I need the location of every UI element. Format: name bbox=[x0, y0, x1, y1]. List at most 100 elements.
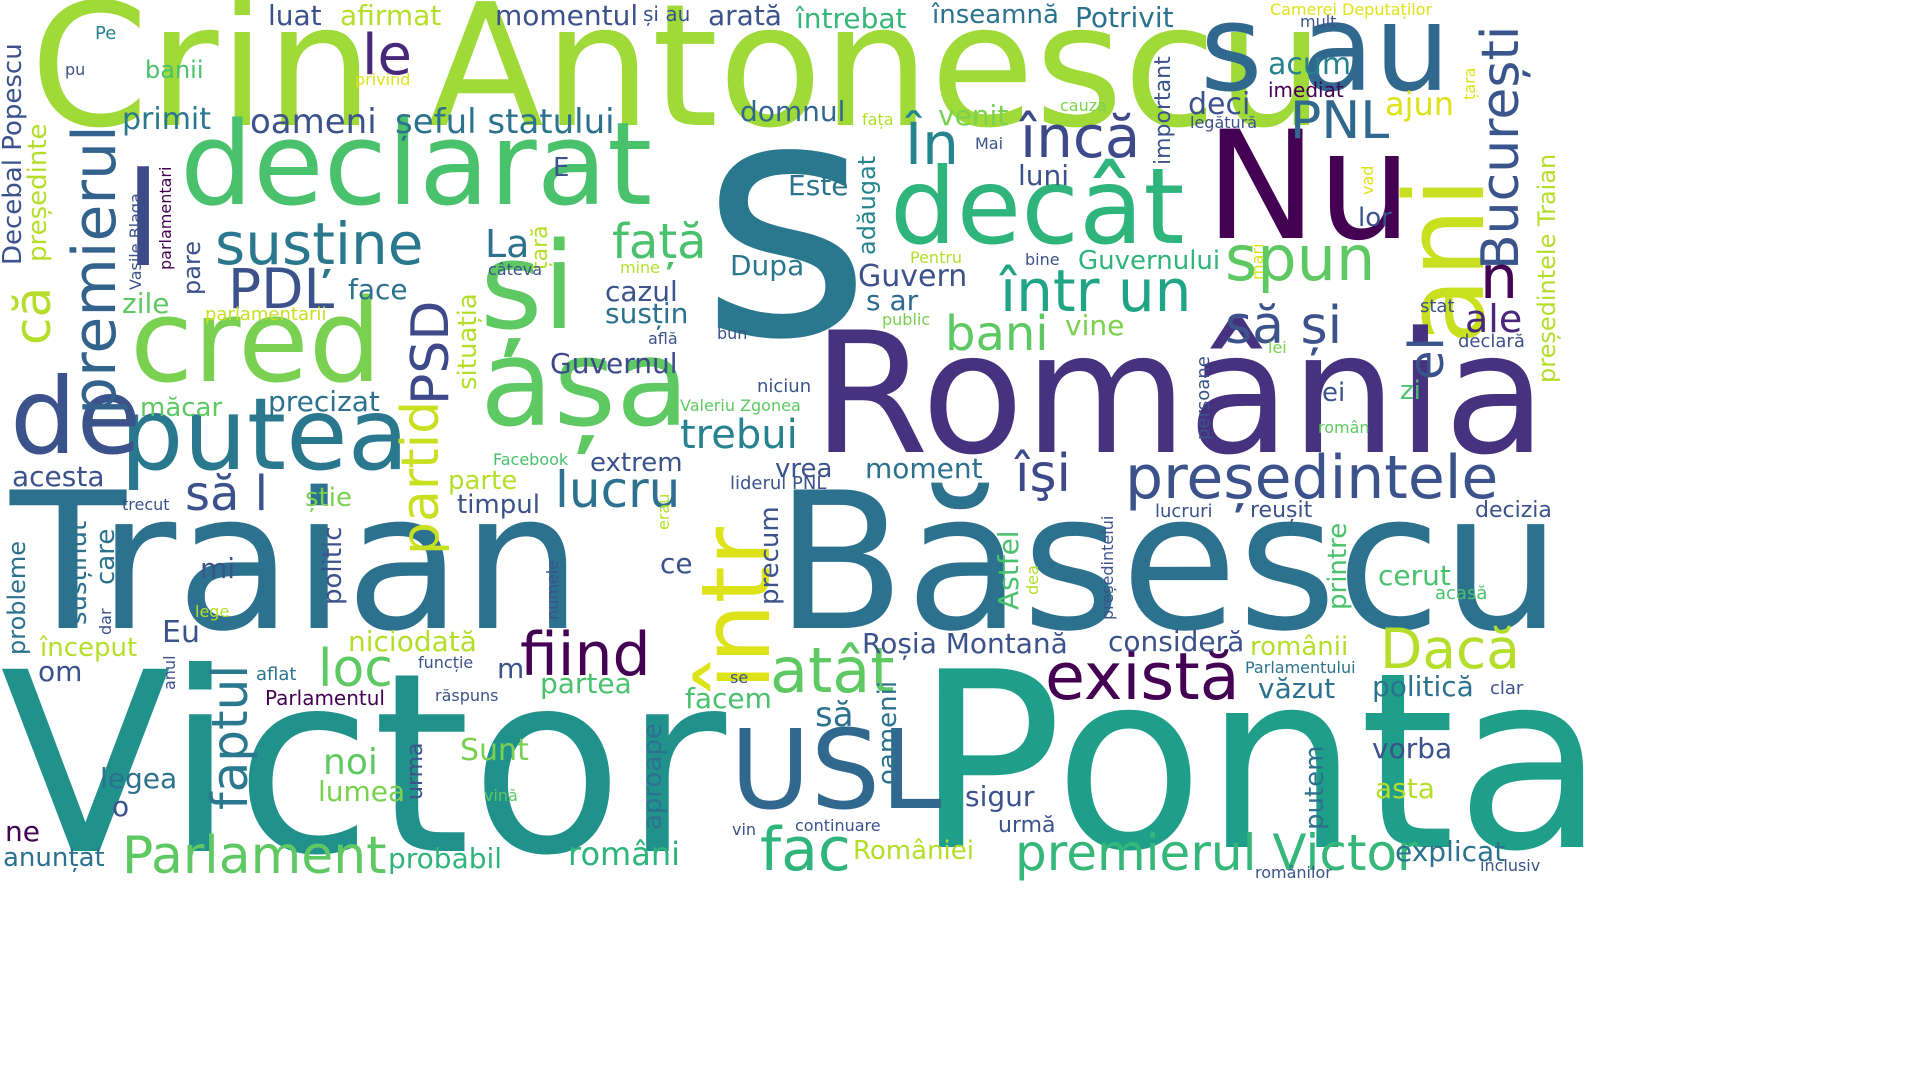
word-vasile-blaga: Vasile Blaga bbox=[126, 193, 145, 290]
word-lor: lor bbox=[1358, 203, 1392, 233]
word-in: În bbox=[905, 110, 959, 178]
word-probabil: probabil bbox=[388, 842, 503, 875]
word-declara: declară bbox=[1458, 331, 1525, 352]
word-sustinut: susținut bbox=[63, 520, 93, 625]
word-oameni: oameni bbox=[250, 102, 377, 142]
word-stie: știe bbox=[305, 483, 352, 513]
word-parlamentari: parlamentari bbox=[156, 166, 175, 270]
word-pu: pu bbox=[65, 60, 86, 79]
word-fac: fac bbox=[760, 815, 851, 885]
word-aflat: aflat bbox=[256, 664, 297, 685]
word-mari: mari bbox=[1248, 243, 1267, 280]
word-putem: putem bbox=[1300, 745, 1330, 831]
word-ajun: ajun bbox=[1385, 85, 1455, 123]
word-sa-si: să și bbox=[1225, 296, 1343, 356]
word-cauza: cauza bbox=[1060, 96, 1107, 115]
word-dar: dar bbox=[96, 608, 115, 635]
word-reusit: reușit bbox=[1250, 498, 1313, 523]
word-l: l bbox=[125, 144, 162, 296]
word-parlamentului: Parlamentului bbox=[1245, 658, 1356, 677]
word-pentru: Pentru bbox=[910, 248, 963, 267]
word-decizia: decizia bbox=[1475, 498, 1552, 523]
word-tara-top: țara bbox=[1460, 67, 1479, 100]
word-niciodata: niciodată bbox=[348, 625, 477, 658]
word-romanilor: românilor bbox=[1255, 863, 1332, 882]
word-pare: pare bbox=[178, 240, 206, 295]
word-guvern: Guvern bbox=[858, 259, 968, 294]
word-s: s bbox=[700, 28, 872, 412]
word-lucruri: lucruri bbox=[1155, 501, 1213, 522]
word-liderul-pnl: liderul PNL bbox=[730, 473, 827, 494]
word-continuare: continuare bbox=[795, 816, 881, 835]
word-inclusiv: inclusiv bbox=[1480, 856, 1541, 875]
word-macar: măcar bbox=[140, 393, 223, 423]
word-raspuns: răspuns bbox=[435, 686, 499, 705]
word-anul: anul bbox=[160, 655, 179, 690]
word-si: și bbox=[480, 218, 576, 357]
word-arata: arată bbox=[708, 0, 782, 32]
word-venit: venit bbox=[938, 99, 1009, 132]
word-o: o bbox=[112, 790, 130, 823]
word-face: face bbox=[348, 273, 408, 306]
word-niciun: niciun bbox=[757, 376, 812, 397]
word-putea: putea bbox=[120, 376, 409, 493]
word-guvernului: Guvernului bbox=[1078, 246, 1221, 276]
word-pe: Pe bbox=[95, 23, 117, 44]
word-explicat: explicat bbox=[1395, 835, 1506, 868]
word-traian: Traian bbox=[10, 452, 583, 673]
word-asta: asta bbox=[1375, 772, 1435, 805]
word-lucru: lucru bbox=[555, 461, 681, 519]
word-m: m bbox=[497, 652, 525, 685]
word-s-au: s au bbox=[1200, 0, 1451, 119]
word-persoane: persoane bbox=[1193, 356, 1214, 440]
word-luni: luni bbox=[1018, 159, 1070, 192]
word-inceput: început bbox=[40, 633, 138, 663]
word-parlamentul: Parlamentul bbox=[265, 686, 385, 710]
word-ale: ale bbox=[1465, 297, 1523, 341]
word-intrebat: întrebat bbox=[796, 2, 907, 35]
word-precizat: precizat bbox=[268, 385, 380, 418]
word-legatura: legătură bbox=[1190, 113, 1258, 132]
word-cazul: cazul bbox=[605, 275, 678, 308]
word-spun: spun bbox=[1225, 222, 1376, 295]
word-ce: ce bbox=[660, 547, 693, 580]
word-bun: bun bbox=[717, 324, 748, 343]
word-om: om bbox=[38, 655, 83, 688]
word-mult: mult bbox=[1300, 12, 1337, 31]
word-astfel: Astfel bbox=[992, 530, 1025, 610]
word-si-au: și au bbox=[643, 2, 691, 26]
word-daca: Dacă bbox=[1380, 617, 1520, 681]
word-pdl: PDL bbox=[228, 257, 335, 321]
word-psd: PSD bbox=[401, 300, 461, 405]
word-domnul: domnul bbox=[740, 95, 846, 128]
word-decat: decât bbox=[890, 146, 1185, 268]
word-banii: banii bbox=[145, 56, 204, 84]
word-vine: vine bbox=[1065, 309, 1125, 342]
word-ponta: Ponta bbox=[915, 620, 1606, 905]
word-lumea: lumea bbox=[318, 775, 406, 808]
word-urma-2: urmă bbox=[998, 813, 1056, 838]
word-oamenii: oamenii bbox=[873, 680, 903, 785]
word-partea: partea bbox=[540, 667, 632, 700]
word-e: E bbox=[553, 153, 570, 183]
word-vina: vină bbox=[484, 786, 518, 805]
word-moment: moment bbox=[865, 452, 983, 485]
word-crin-antonescu: Crin Antonescu bbox=[30, 0, 1325, 166]
word-asa: așa bbox=[480, 315, 690, 454]
word-romaniei: României bbox=[853, 836, 974, 866]
word-imediat: imediat bbox=[1268, 78, 1344, 102]
word-loc: loc bbox=[318, 639, 393, 699]
word-facem: facem bbox=[685, 682, 772, 715]
word-facebook: Facebook bbox=[493, 450, 569, 469]
word-cred: cred bbox=[130, 275, 382, 409]
word-pnl: PNL bbox=[1290, 91, 1390, 151]
word-sustine: susține bbox=[215, 210, 424, 278]
word-seful-statului: șeful statului bbox=[395, 102, 615, 142]
word-guvernul: Guvernul bbox=[550, 347, 678, 380]
word-valeriu-zgonea: Valeriu Zgonea bbox=[680, 396, 801, 415]
word-acesta: acesta bbox=[12, 460, 105, 493]
word-partid: partid bbox=[391, 400, 451, 555]
word-rosia-montana: Roșia Montană bbox=[862, 627, 1068, 660]
word-erau: erau bbox=[654, 493, 673, 530]
word-isi: îşi bbox=[1015, 444, 1071, 504]
